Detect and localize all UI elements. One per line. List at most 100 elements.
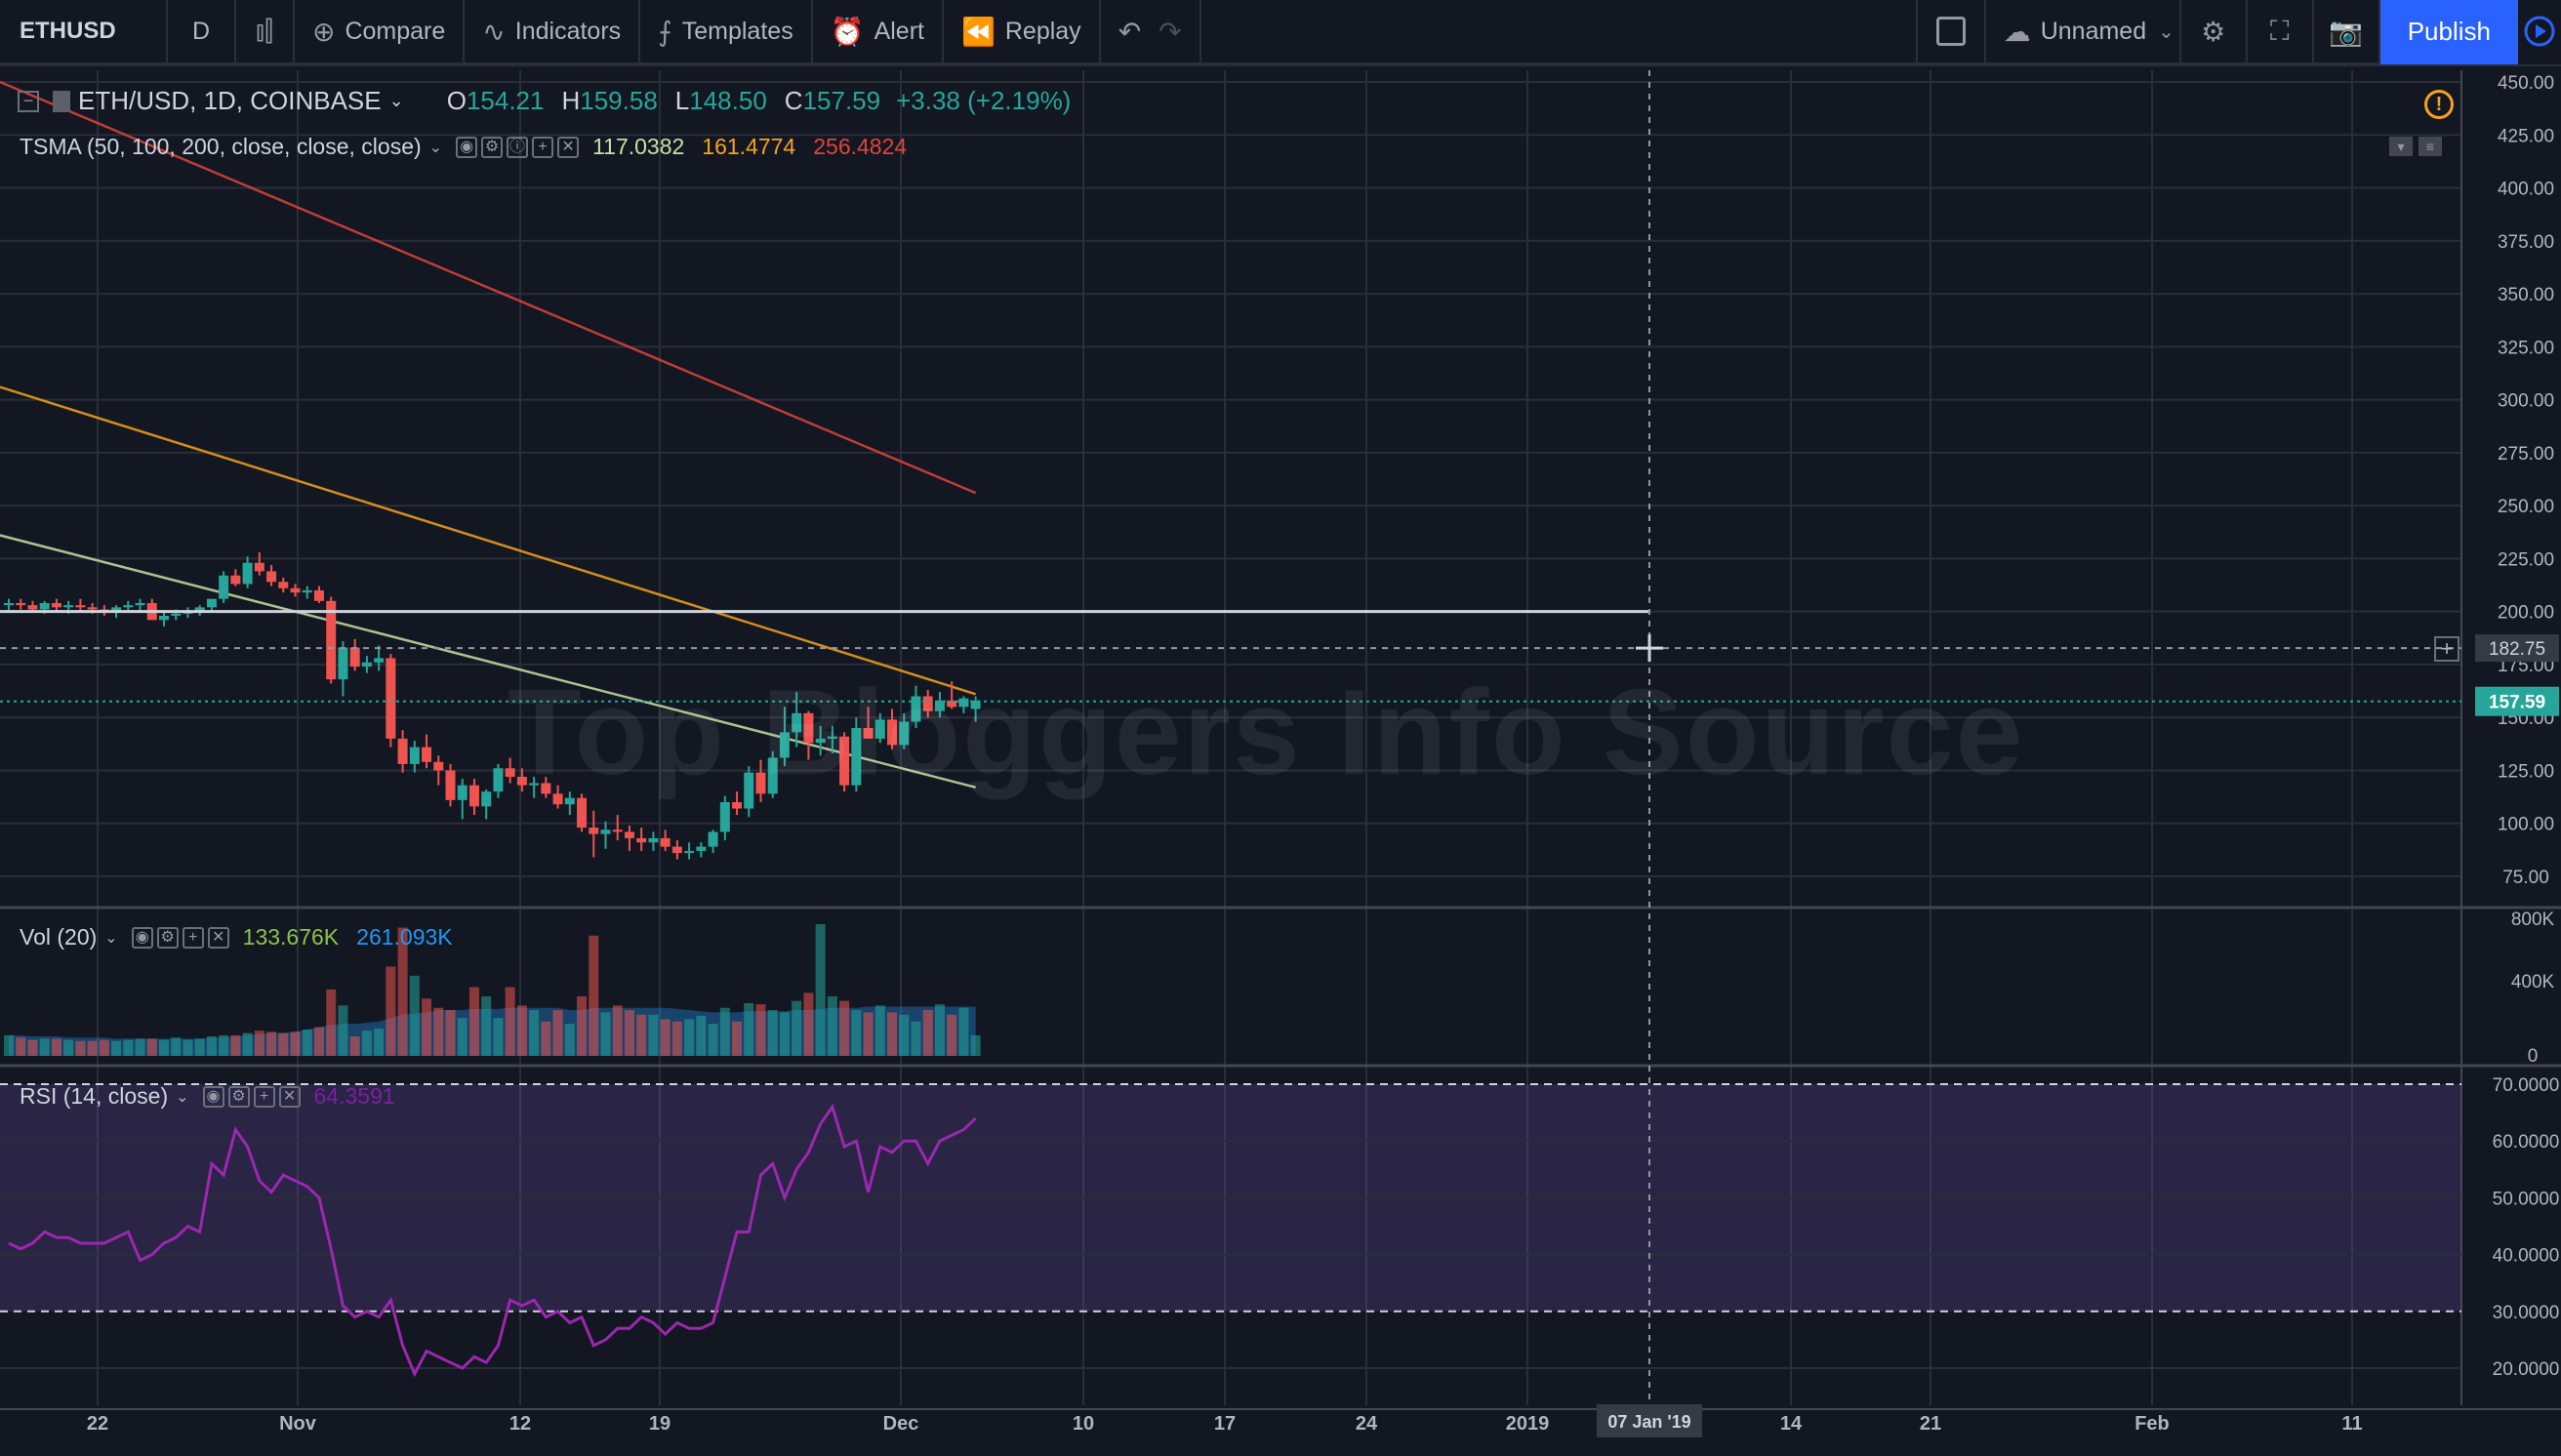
candle-body (660, 837, 671, 847)
volume-bar (338, 1005, 348, 1056)
volume-bar (899, 1014, 910, 1056)
horizontal-lines (0, 610, 2461, 703)
alert-label: Alert (874, 17, 924, 45)
rsi-name[interactable]: RSI (14, close) (20, 1083, 169, 1109)
more-icon[interactable]: + (182, 926, 204, 949)
maximize-pane-icon[interactable]: ≡ (2419, 137, 2442, 156)
more-icon[interactable]: + (532, 136, 554, 158)
symbol-logo-icon (53, 90, 70, 112)
volume-bar (827, 995, 837, 1056)
volume-bar (206, 1036, 217, 1056)
price-tick-label: 250.00 (2498, 497, 2554, 517)
templates-label: Templates (681, 17, 793, 45)
play-button[interactable] (2518, 0, 2561, 64)
alarm-clock-icon: ⏰ (830, 16, 865, 47)
volume-bar (600, 1012, 611, 1056)
warning-icon[interactable]: ! (2424, 90, 2454, 119)
axes: 450.00 425.00 400.00 375.00 350.00 325.00 300.… (0, 73, 2561, 1435)
collapse-down-icon[interactable]: ▾ (2389, 137, 2413, 156)
volume-bar (27, 1039, 38, 1056)
time-tick-label: 12 (509, 1413, 531, 1435)
low-label: L (674, 86, 690, 115)
volume-bar (696, 1015, 707, 1056)
eye-icon[interactable]: ◉ (131, 926, 153, 949)
volume-bar (16, 1037, 26, 1056)
fullscreen-button[interactable]: ⛶ (2248, 0, 2314, 64)
snapshot-button[interactable]: 📷 (2314, 0, 2380, 64)
publish-button[interactable]: Publish (2379, 0, 2518, 64)
change-value: +3.38 (+2.19%) (896, 86, 1072, 115)
fullscreen-select-button[interactable] (1918, 0, 1986, 64)
volume-bar (505, 987, 515, 1056)
last-price-label: 157.59 (2489, 693, 2545, 713)
eye-icon[interactable]: ◉ (456, 136, 478, 158)
alert-button[interactable]: ⏰ Alert (813, 0, 944, 64)
price-tick-label: 225.00 (2498, 549, 2554, 570)
candle-body (278, 582, 289, 588)
candle-body (206, 598, 217, 608)
volume-bar (457, 1018, 467, 1056)
undo-icon[interactable]: ↶ (1118, 16, 1142, 47)
candle-body (505, 768, 515, 777)
time-tick-label: 17 (1214, 1413, 1236, 1435)
redo-icon[interactable]: ↷ (1159, 16, 1182, 47)
top-toolbar: ETHUSD D ⫾⫿ ⊕ Compare ∿ Indicators ⨍ Tem… (0, 0, 2561, 66)
tsma-legend: TSMA (50, 100, 200, close, close, close)… (20, 134, 907, 160)
settings-button[interactable]: ⚙ (2181, 0, 2248, 64)
symbol-search-button[interactable]: ETHUSD (0, 0, 168, 64)
volume-bar (958, 1007, 969, 1056)
volume-bar (516, 1005, 527, 1056)
tsma-value-3: 256.4824 (813, 134, 908, 159)
settings-icon[interactable]: ⚙ (156, 926, 179, 949)
candle-body (684, 850, 695, 854)
symbol-info[interactable]: ETH/USD, 1D, COINBASE (78, 86, 382, 115)
compare-button[interactable]: ⊕ Compare (295, 0, 466, 64)
time-tick-label: Nov (279, 1413, 317, 1435)
chart-type-button[interactable]: ⫾⫿ (236, 0, 295, 64)
more-icon[interactable]: + (253, 1085, 275, 1108)
volume-bar (671, 1021, 682, 1056)
tsma-name[interactable]: TSMA (50, 100, 200, close, close, close) (20, 134, 422, 159)
volume-bar (230, 1034, 241, 1056)
volume-bar (242, 1032, 253, 1056)
collapse-legend-icon[interactable]: − (18, 90, 39, 112)
plus-circle-icon: ⊕ (312, 16, 336, 47)
chart-canvas[interactable]: 450.00 425.00 400.00 375.00 350.00 325.00 300.… (0, 70, 2561, 1456)
candle-body (755, 772, 766, 794)
square-icon (1935, 17, 1966, 46)
volume-name[interactable]: Vol (20) (20, 924, 98, 950)
candle-body (123, 605, 134, 608)
source-icon[interactable]: ⓘ (507, 136, 529, 158)
volume-bar (409, 975, 420, 1056)
candle-body (792, 712, 802, 733)
settings-icon[interactable]: ⚙ (481, 136, 504, 158)
candle-body (374, 658, 385, 663)
remove-icon[interactable]: ✕ (557, 136, 580, 158)
eye-icon[interactable]: ◉ (202, 1085, 224, 1108)
settings-icon[interactable]: ⚙ (227, 1085, 250, 1108)
time-tick-label: 19 (649, 1413, 671, 1435)
templates-button[interactable]: ⨍ Templates (640, 0, 813, 64)
symbol-chevron-icon: ⌄ (388, 91, 404, 110)
layout-name-button[interactable]: ☁ Unnamed ⌄ (1986, 0, 2181, 64)
add-at-price-button[interactable]: + (2434, 636, 2459, 662)
candle-body (75, 605, 86, 608)
candle-body (744, 772, 754, 809)
volume-bar (911, 1021, 921, 1056)
price-tick-label: 100.00 (2498, 815, 2554, 835)
volume-bar (493, 1018, 504, 1056)
candle-body (671, 846, 682, 854)
replay-button[interactable]: ⏪ Replay (944, 0, 1101, 64)
remove-icon[interactable]: ✕ (278, 1085, 301, 1108)
volume-bar (39, 1038, 50, 1056)
volume-bar (612, 1005, 623, 1056)
indicators-button[interactable]: ∿ Indicators (465, 0, 641, 64)
candle-body (767, 757, 778, 794)
volume-bar (171, 1037, 182, 1056)
replay-label: Replay (1004, 17, 1081, 45)
last-price-tag (2475, 686, 2559, 716)
remove-icon[interactable]: ✕ (207, 926, 229, 949)
interval-button[interactable]: D (168, 0, 236, 64)
candle-body (874, 719, 885, 739)
rsi-chevron-icon: ⌄ (176, 1088, 189, 1106)
